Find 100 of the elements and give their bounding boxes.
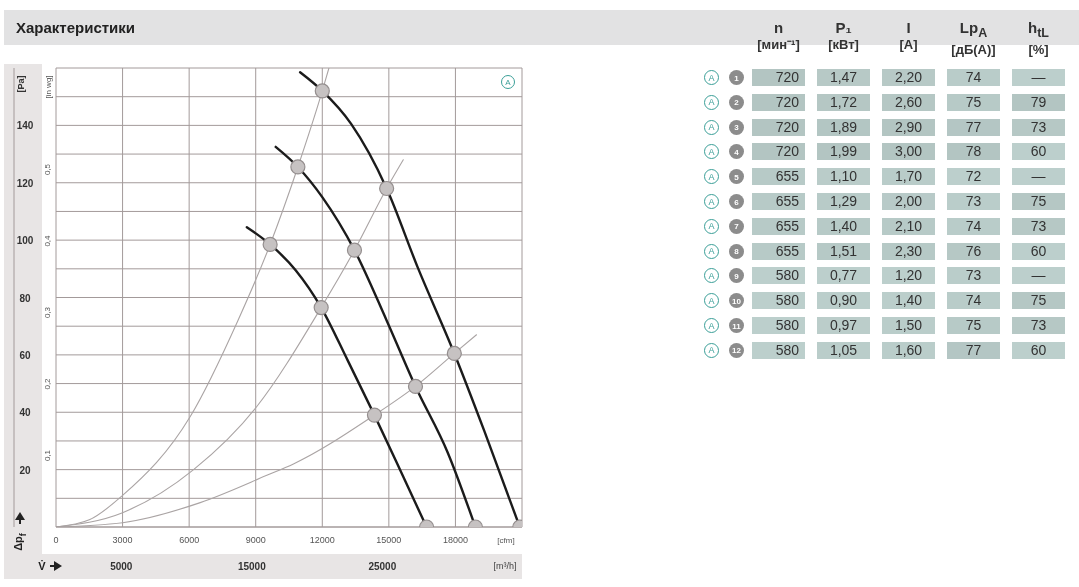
y2-tick-label: 0,1	[42, 449, 52, 462]
data-label: 75	[965, 93, 982, 110]
y2-tick-label: A	[708, 72, 715, 83]
text: —	[1031, 168, 1046, 185]
data-label: 60	[1030, 242, 1047, 259]
y2-tick-label: A	[708, 171, 715, 182]
data-label: 77	[965, 118, 982, 135]
data-label: 75	[1030, 193, 1047, 209]
y2-tick-label: A	[708, 295, 715, 306]
data-label: 76	[965, 242, 982, 259]
x-tick-label: 9000	[245, 535, 266, 545]
data-label: 1,05	[829, 341, 858, 358]
y-tick-label: 5	[734, 172, 739, 182]
x-tick-label: I [A]	[899, 19, 918, 52]
data-label: 73	[965, 193, 982, 209]
data-label: 75	[1030, 292, 1047, 309]
data-label: 1,20	[894, 267, 923, 284]
data-label: 1,40	[894, 292, 923, 309]
y-tick-label: 100	[16, 234, 34, 246]
x2-tick-label: 15000	[237, 560, 267, 572]
y2-tick-label: A	[708, 221, 715, 232]
data-label: 73	[1030, 217, 1047, 234]
y-tick-label: 140	[16, 119, 34, 131]
data-label: 2,10	[894, 217, 923, 234]
data-label: 655	[775, 168, 799, 185]
data-label: 655	[775, 217, 799, 234]
data-label: 73	[1030, 118, 1047, 135]
data-label: 74	[965, 292, 982, 309]
y-tick-label: 80	[19, 292, 31, 303]
point	[313, 299, 329, 316]
data-label: 0,90	[829, 292, 858, 309]
x-tick-label: 3000	[112, 535, 133, 545]
y-tick-label: 11	[732, 321, 741, 330]
y-tick-label: 6	[734, 197, 739, 206]
data-label: 720	[775, 69, 799, 85]
data-label: 78	[965, 143, 982, 160]
data-label: 720	[775, 118, 799, 135]
y-tick-label: 60	[19, 349, 31, 361]
text: —	[1031, 267, 1046, 284]
data-label: 580	[775, 317, 799, 333]
x-tick-label: h$_{tL}$ [%]	[1028, 19, 1049, 57]
data-label: 580	[775, 292, 799, 309]
data-label: 74	[965, 69, 982, 85]
y-tick-label: 4	[734, 147, 739, 157]
y-tick-label: 10	[732, 296, 741, 306]
y2-tick-label: A	[708, 320, 715, 331]
x-tick-label: 0	[53, 535, 59, 545]
x-tick-label: 12000	[309, 535, 335, 545]
y2-tick-label: A	[708, 345, 715, 356]
data-label: 1,60	[894, 341, 923, 358]
data-label: 0,97	[829, 317, 858, 333]
data-label: 79	[1030, 93, 1047, 110]
data-label: 1,99	[829, 143, 858, 160]
y-tick-label: 40	[19, 406, 31, 418]
y2-tick-label: A	[708, 270, 715, 281]
y2-tick-label: A	[708, 196, 715, 207]
x-tick-label: Lp$_{A}$ [дБ(A)]	[951, 19, 996, 57]
data-label: 73	[965, 267, 982, 284]
data-label: 655	[775, 193, 799, 209]
data-label: 60	[1030, 341, 1047, 358]
data-label: 720	[775, 143, 799, 160]
text: —	[1031, 69, 1046, 85]
y2-tick-label: 0,5	[42, 163, 52, 176]
y2-tick-label: A	[708, 146, 715, 157]
data-label: 3,00	[894, 143, 923, 160]
data-label: 1,10	[829, 168, 858, 185]
x2-tick-label: 5000	[110, 560, 133, 572]
x-tick-label: 18000	[442, 535, 468, 545]
point	[262, 236, 278, 253]
y-tick-label: 120	[16, 177, 34, 189]
data-label: 75	[965, 317, 982, 333]
y2-tick-label: 0,2	[42, 377, 52, 390]
point	[346, 242, 363, 258]
y-tick-label: 1	[734, 73, 739, 82]
y2-tick-label: A	[708, 97, 715, 108]
data-label: 1,70	[894, 168, 923, 185]
point	[290, 159, 306, 175]
data-label: 60	[1030, 143, 1047, 160]
y-tick-label: 9	[734, 271, 739, 281]
data-label: 1,51	[829, 242, 858, 259]
data-label: 77	[965, 341, 982, 358]
x2-tick-label: 25000	[368, 560, 397, 572]
y-tick-label: 20	[19, 464, 31, 476]
point	[446, 345, 462, 362]
x-axis-title: [cfm]	[497, 535, 515, 545]
x2-axis-title: [m³/h]	[493, 561, 517, 571]
text: V̇	[38, 560, 46, 572]
y-tick-label: 7	[734, 221, 739, 231]
y-tick-label: 2	[734, 97, 739, 107]
annotation: A	[505, 77, 511, 87]
point	[379, 180, 395, 197]
data-label: 1,50	[894, 317, 923, 333]
y-tick-label: 12	[732, 345, 741, 355]
y2-tick-label: 0,4	[42, 234, 52, 247]
data-label: 2,20	[894, 69, 923, 85]
data-label: 2,30	[894, 242, 923, 259]
data-label: 73	[1030, 317, 1047, 333]
data-label: 1,89	[829, 118, 858, 135]
data-label: 1,40	[829, 217, 858, 234]
y-axis-title: [Pa]	[16, 75, 26, 93]
